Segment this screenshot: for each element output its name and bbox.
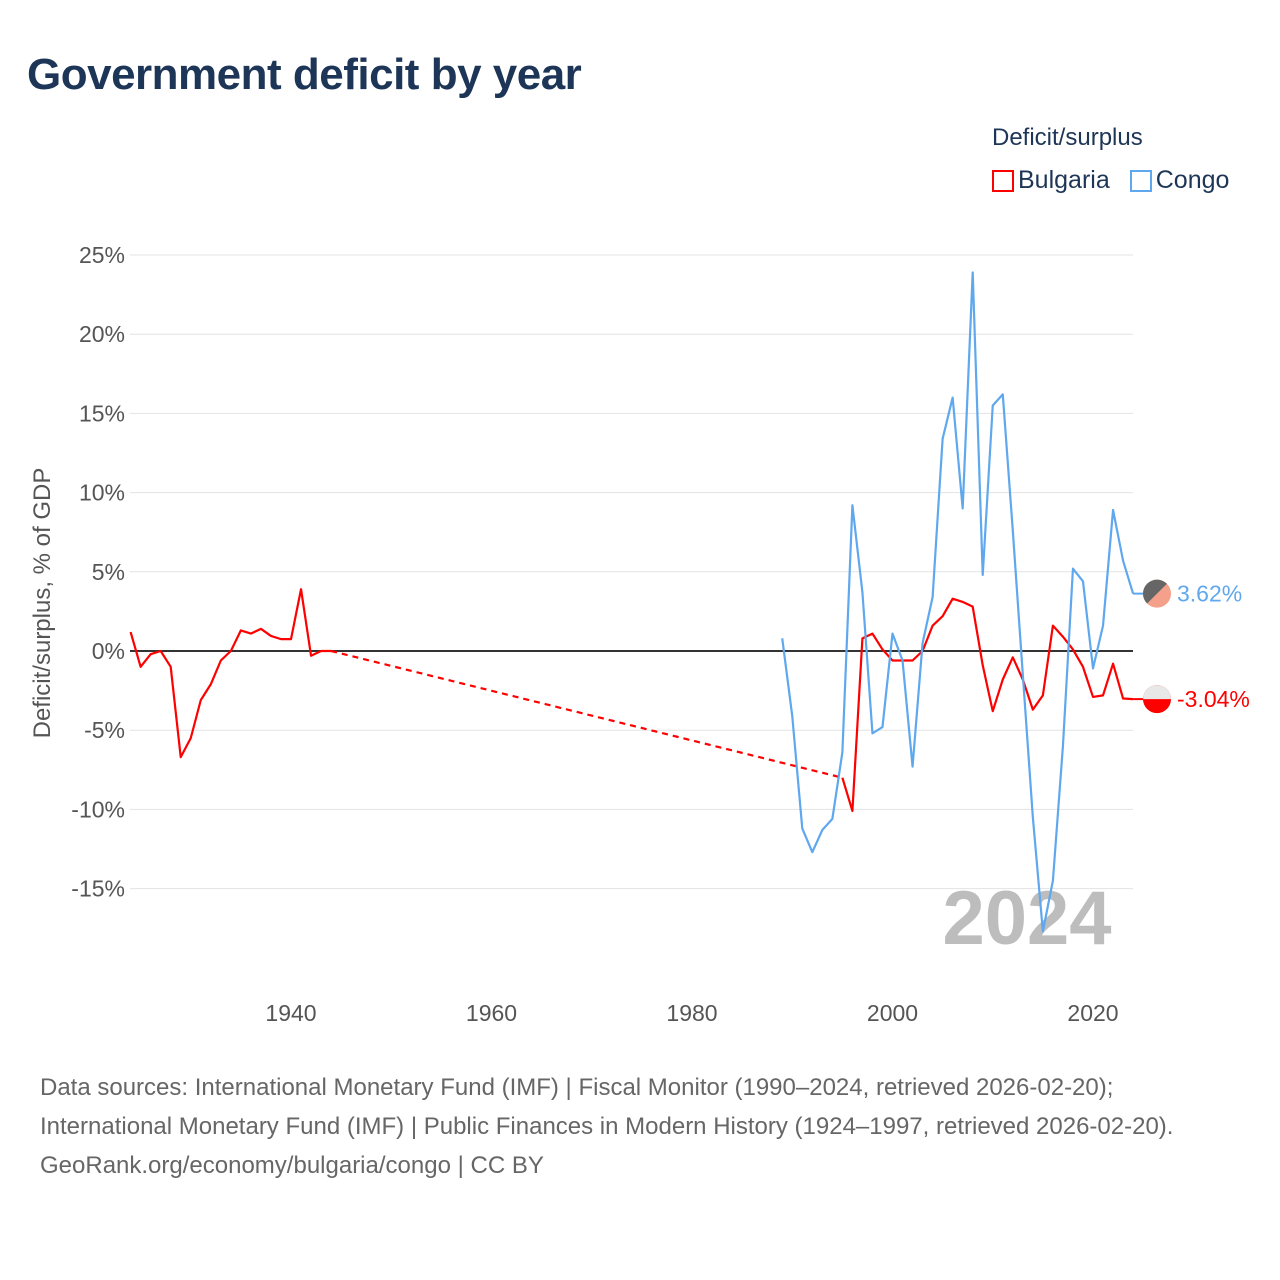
flag-half (1143, 685, 1171, 700)
credit-link[interactable]: GeoRank.org/economy/bulgaria/congo | CC … (40, 1152, 544, 1179)
year-watermark: 2024 (942, 876, 1111, 961)
congo-end-label: 3.62% (1177, 581, 1242, 607)
page-title: Government deficit by year (27, 50, 582, 99)
legend-label: Congo (1155, 166, 1230, 194)
footer: Data sources: International Monetary Fun… (40, 1068, 1240, 1185)
bulgaria-series-line (330, 649, 843, 779)
bulgaria-swatch-icon (992, 169, 1014, 192)
x-tick-label: 2020 (1067, 1000, 1118, 1026)
y-axis-label: Deficit/surplus, % of GDP (29, 468, 56, 739)
x-tick-label: 2000 (867, 1000, 918, 1026)
bulgaria-series-line (129, 588, 332, 759)
flag-half (1143, 579, 1167, 604)
y-tick-label: 0% (92, 638, 125, 664)
x-tick-label: 1960 (466, 1000, 517, 1026)
y-tick-label: 20% (79, 321, 125, 347)
y-tick-label: 25% (79, 242, 125, 268)
congo-series-line (781, 271, 1135, 933)
legend: Bulgaria Congo (992, 166, 1229, 195)
legend-label: Bulgaria (1018, 166, 1110, 194)
legend-item-congo[interactable]: Congo (1129, 166, 1230, 195)
y-tick-label: 15% (79, 400, 125, 426)
x-tick-label: 1980 (666, 1000, 717, 1026)
x-tick-label: 1940 (265, 1000, 316, 1026)
y-tick-label: -15% (71, 876, 125, 902)
legend-item-bulgaria[interactable]: Bulgaria (992, 166, 1110, 195)
bulgaria-end-label: -3.04% (1177, 686, 1250, 712)
y-tick-label: 10% (79, 480, 125, 506)
y-tick-label: 5% (92, 559, 125, 585)
y-tick-label: -5% (84, 717, 125, 743)
data-sources: Data sources: International Monetary Fun… (40, 1074, 1174, 1140)
y-tick-label: -10% (71, 796, 125, 822)
legend-title: Deficit/surplus (992, 124, 1143, 151)
congo-swatch-icon (1129, 169, 1152, 192)
